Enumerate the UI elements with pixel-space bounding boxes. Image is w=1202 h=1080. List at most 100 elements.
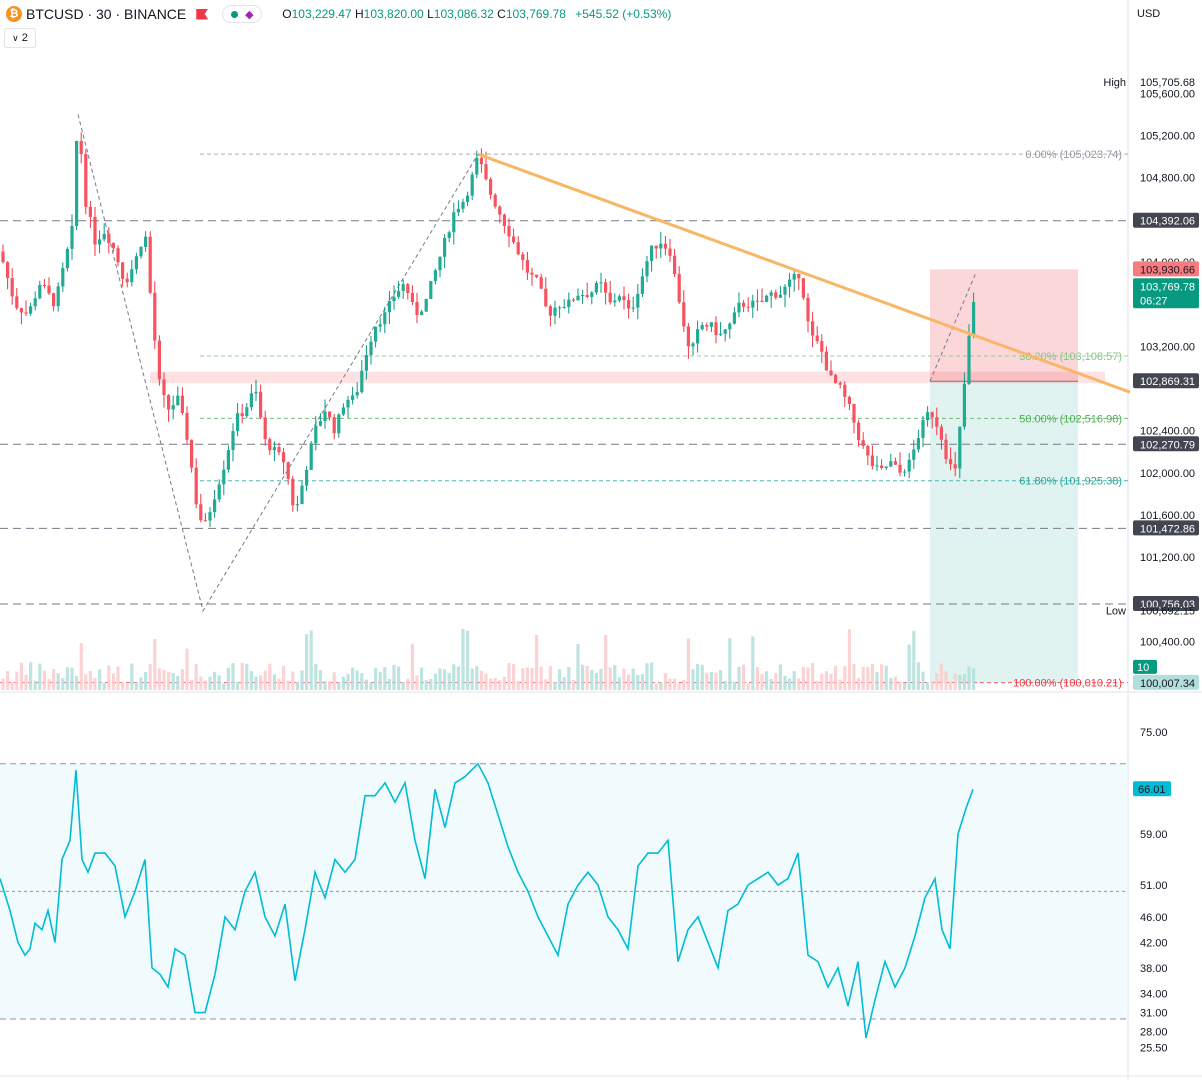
market-status-pill[interactable]: ◆ xyxy=(222,5,263,23)
volume-bar xyxy=(52,669,56,690)
candle-body xyxy=(282,452,286,463)
symbol-title[interactable]: BTCUSD · 30 · BINANCE xyxy=(26,6,187,22)
volume-bar xyxy=(217,675,221,690)
candle-body xyxy=(332,417,336,434)
currency-selector[interactable]: USD xyxy=(1137,8,1161,20)
candle-body xyxy=(259,391,263,418)
price-label-bg xyxy=(1133,278,1199,309)
candle-body xyxy=(939,426,943,440)
candle-body xyxy=(576,295,580,301)
volume-bar xyxy=(130,663,134,690)
volume-bar xyxy=(24,674,28,690)
candle-body xyxy=(778,294,782,298)
rsi-pane[interactable] xyxy=(0,762,1128,1039)
price-label-value: 103,769.78 xyxy=(1140,281,1195,293)
candle-body xyxy=(548,306,552,316)
volume-bar xyxy=(272,674,276,690)
candle-body xyxy=(231,431,235,451)
candle-body xyxy=(341,407,345,415)
volume-bar xyxy=(249,671,253,690)
candle-body xyxy=(732,312,736,324)
candle-body xyxy=(199,504,203,521)
volume-bar xyxy=(226,667,230,690)
volume-bar xyxy=(811,662,815,690)
open-label: O xyxy=(282,7,292,21)
candle-body xyxy=(479,157,483,165)
candle-body xyxy=(470,174,474,196)
candle-body xyxy=(245,407,249,417)
volume-bar xyxy=(535,634,539,690)
volume-bar xyxy=(10,682,14,690)
candle-body xyxy=(742,302,746,307)
volume-bar xyxy=(111,673,115,690)
candle-body xyxy=(700,325,704,330)
candle-body xyxy=(19,308,23,313)
volume-bar xyxy=(194,664,198,690)
flag-icon[interactable] xyxy=(196,8,209,20)
candle-body xyxy=(659,243,663,249)
fib-level-label: 0.00% (105,023.74) xyxy=(1025,149,1122,161)
candle-body xyxy=(226,450,230,470)
candle-body xyxy=(498,206,502,215)
candle-body xyxy=(208,512,212,521)
trendline[interactable] xyxy=(477,152,1131,394)
price-tick: 102,400.00 xyxy=(1140,426,1195,438)
volume-bar xyxy=(438,668,442,690)
volume-bar xyxy=(806,667,810,690)
volume-bar xyxy=(236,682,240,690)
candle-body xyxy=(1,251,5,263)
volume-bar xyxy=(498,680,502,690)
volume-bar xyxy=(93,678,97,690)
volume-bar xyxy=(47,679,51,690)
volume-bar xyxy=(190,679,194,690)
volume-bar xyxy=(75,676,79,690)
candle-body xyxy=(397,290,401,297)
volume-bar xyxy=(65,667,69,690)
volume-bar xyxy=(489,678,493,690)
candle-body xyxy=(912,449,916,460)
legend-header: ₿ BTCUSD · 30 · BINANCE ◆ O103,229.47 H1… xyxy=(0,0,671,28)
low-value: 103,086.32 xyxy=(433,7,494,21)
candle-body xyxy=(328,411,332,418)
candle-body xyxy=(765,295,769,302)
volume-bar xyxy=(470,668,474,690)
price-label-value: 103,930.66 xyxy=(1140,264,1195,276)
candle-body xyxy=(553,307,557,316)
candle-body xyxy=(190,439,194,468)
candle-body xyxy=(815,335,819,342)
candle-body xyxy=(369,341,373,356)
volume-bar xyxy=(553,681,557,690)
volume-bar xyxy=(889,678,893,690)
volume-bar xyxy=(291,671,295,690)
volume-bar xyxy=(921,671,925,690)
volume-bar xyxy=(203,680,207,690)
volume-bar xyxy=(783,675,787,690)
volume-bar xyxy=(56,673,60,690)
volume-bar xyxy=(332,672,336,690)
volume-bar xyxy=(627,674,631,690)
volume-bar xyxy=(539,666,543,690)
indicator-collapse-button[interactable]: ∨ 2 xyxy=(4,28,36,48)
candle-body xyxy=(475,157,479,175)
short-position-tool[interactable] xyxy=(930,269,1078,683)
volume-bar xyxy=(870,664,874,690)
candle-body xyxy=(364,355,368,371)
volume-bar xyxy=(857,678,861,690)
volume-bar xyxy=(121,682,125,690)
price-axis-panel[interactable] xyxy=(1128,0,1202,1080)
volume-bar xyxy=(525,667,529,690)
volume-bar xyxy=(521,668,525,690)
candle-body xyxy=(240,413,244,417)
volume-bar xyxy=(397,666,401,690)
volume-bar xyxy=(912,630,916,690)
candle-body xyxy=(52,293,56,307)
volume-bar xyxy=(512,663,516,690)
volume-bar xyxy=(916,662,920,690)
candle-body xyxy=(213,499,217,513)
price-label-bg xyxy=(1133,212,1199,228)
volume-bar xyxy=(769,678,773,690)
volume-bar xyxy=(300,670,304,690)
volume-bar xyxy=(967,666,971,690)
volume-bar xyxy=(700,664,704,690)
